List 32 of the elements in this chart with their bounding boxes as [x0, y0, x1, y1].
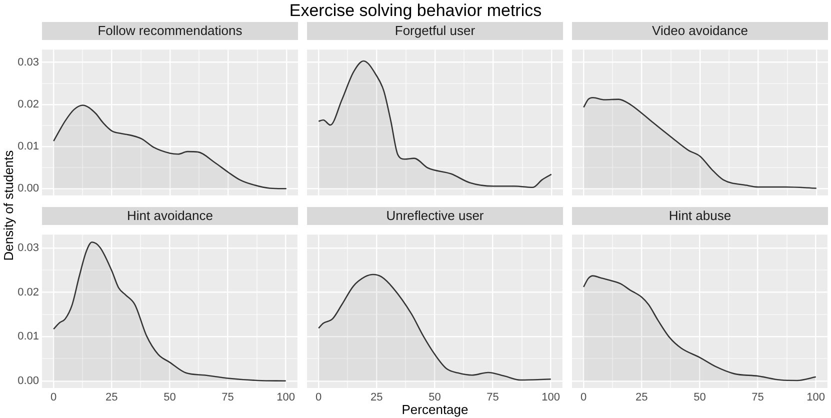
x-tick-label: 50 — [164, 392, 176, 404]
y-tick-label: 0.03 — [18, 56, 39, 68]
x-axis-title: Percentage — [400, 402, 470, 417]
chart-title: Video avoidance — [572, 22, 828, 40]
text: Exercise solving behavior metrics — [288, 1, 543, 21]
x-tick-label: 100 — [806, 392, 826, 404]
x-tick-label: 50 — [694, 392, 706, 404]
x-tick-label: 75 — [486, 392, 499, 404]
x-tick-label: 75 — [752, 392, 764, 404]
x-tick-label: 0 — [316, 392, 322, 404]
x-tick-label: 50 — [428, 392, 441, 404]
chart-title: Forgetful user — [307, 22, 563, 40]
y-tick-label: 0.00 — [18, 182, 39, 195]
x-tick-label: 0 — [50, 392, 57, 404]
y-tick-label: 0.01 — [18, 330, 39, 343]
chart-title: Unreflective user — [307, 207, 563, 225]
x-tick-label: 0 — [580, 392, 587, 404]
chart-title: Hint abuse — [572, 207, 828, 225]
chart-title: Hint avoidance — [42, 207, 298, 225]
x-tick-label: 75 — [222, 392, 234, 404]
x-tick-label: 25 — [370, 392, 383, 404]
chart-title: Follow recommendations — [42, 22, 298, 40]
x-tick-label: 100 — [542, 392, 560, 404]
x-tick-label: 25 — [636, 392, 648, 404]
y-tick-label: 0.00 — [18, 374, 39, 387]
x-tick-label: 25 — [106, 392, 118, 404]
y-tick-label: 0.03 — [18, 242, 39, 254]
y-tick-label: 0.02 — [18, 98, 39, 110]
x-tick-label: 100 — [276, 392, 296, 404]
y-tick-label: 0.02 — [18, 286, 39, 298]
y-tick-label: 0.01 — [18, 140, 39, 153]
y-axis-title: Density of students — [0, 150, 16, 260]
